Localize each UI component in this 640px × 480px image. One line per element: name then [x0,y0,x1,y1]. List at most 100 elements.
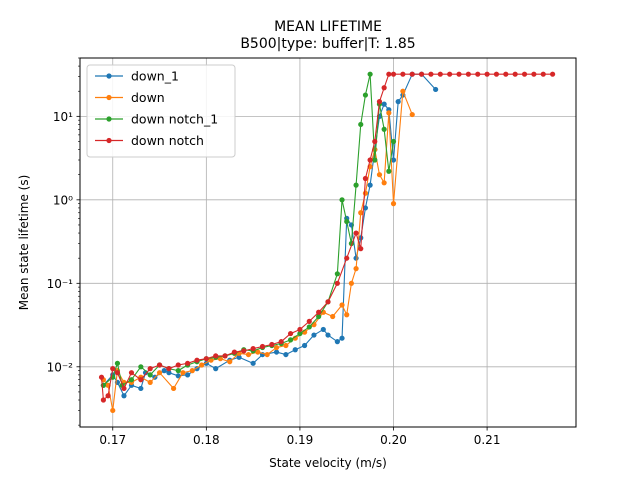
data-point [175,368,181,374]
data-point [409,71,415,77]
data-point [376,172,383,178]
series-down-notch [98,71,556,403]
data-point [227,359,233,365]
data-point [395,99,401,105]
data-point [493,71,500,77]
data-point [344,218,350,225]
data-point [222,353,228,359]
y-tick-label: 10⁰ [53,193,73,207]
tick-layer: 0.17 0.18 0.19 0.20 0.21 10⁻² 10⁻¹ 10⁰ 10¹ [47,57,501,447]
data-point [503,71,509,77]
data-point [292,335,298,341]
data-point [381,126,387,132]
data-point [339,302,345,308]
chart-subtitle: B500|type: buffer|T: 1.85 [240,36,415,52]
data-point [100,397,106,403]
data-point [362,175,369,182]
y-tick-label: 10⁻¹ [47,277,74,291]
data-point [465,71,471,77]
data-point [521,71,528,77]
data-point [189,368,195,374]
data-point [344,255,350,261]
data-point [475,71,481,77]
data-point [367,157,373,163]
data-point [376,99,383,105]
data-point [390,71,397,77]
legend-marker [106,116,112,122]
data-point [98,374,105,380]
data-point [339,197,345,203]
data-point [255,349,261,355]
legend-box [86,64,236,158]
data-point [320,326,326,333]
data-point [185,372,191,378]
data-point [138,377,144,383]
legend-label: down notch [131,133,204,148]
data-point [428,71,434,77]
data-point [381,85,387,91]
y-axis-label: Mean state lifetime (s) [17,175,31,311]
data-point [297,326,303,333]
x-tick-label: 0.19 [287,433,314,447]
data-point [447,71,453,77]
data-point [372,157,378,163]
data-point [287,330,294,337]
data-point [358,210,364,216]
data-point [390,157,397,163]
data-point [105,393,111,399]
legend-label: down_1 [131,69,179,84]
data-point [114,360,121,366]
data-point [273,349,280,355]
data-point [390,138,397,145]
data-point [386,110,392,116]
data-point [390,201,397,207]
data-point [166,370,172,376]
data-point [138,364,144,370]
data-point [348,280,354,286]
legend-label: down [131,90,165,105]
data-point [550,71,556,77]
data-point [409,111,415,118]
data-point [121,393,127,399]
data-point [175,373,181,379]
data-point [456,71,462,77]
data-point [250,346,256,352]
data-point [418,71,425,77]
data-point [372,138,378,145]
data-point [147,366,153,372]
data-point [362,190,369,196]
data-point [185,360,191,366]
data-point [180,370,186,376]
data-point [334,280,340,286]
data-point [241,348,247,354]
data-point [161,368,167,374]
data-point [213,366,219,372]
data-point [358,246,364,252]
series-layer [98,71,556,414]
legend-marker [106,73,112,79]
data-point [339,335,345,341]
data-point [344,312,350,318]
data-point [437,71,443,77]
data-point [213,353,219,359]
data-point [531,71,537,77]
data-point [259,343,266,350]
data-point [292,347,298,353]
data-point [306,318,312,324]
data-point [367,182,373,188]
data-point [325,332,331,338]
data-point [175,362,181,368]
data-point [512,71,518,77]
x-axis-label: State velocity (m/s) [269,456,387,470]
legend-marker [106,94,112,101]
data-point [400,88,406,94]
y-tick-label: 10¹ [53,110,73,124]
data-point [381,101,387,107]
data-point [236,354,242,360]
data-point [217,356,223,362]
data-point [334,271,340,277]
data-point [302,342,308,349]
x-tick-label: 0.21 [474,433,501,447]
